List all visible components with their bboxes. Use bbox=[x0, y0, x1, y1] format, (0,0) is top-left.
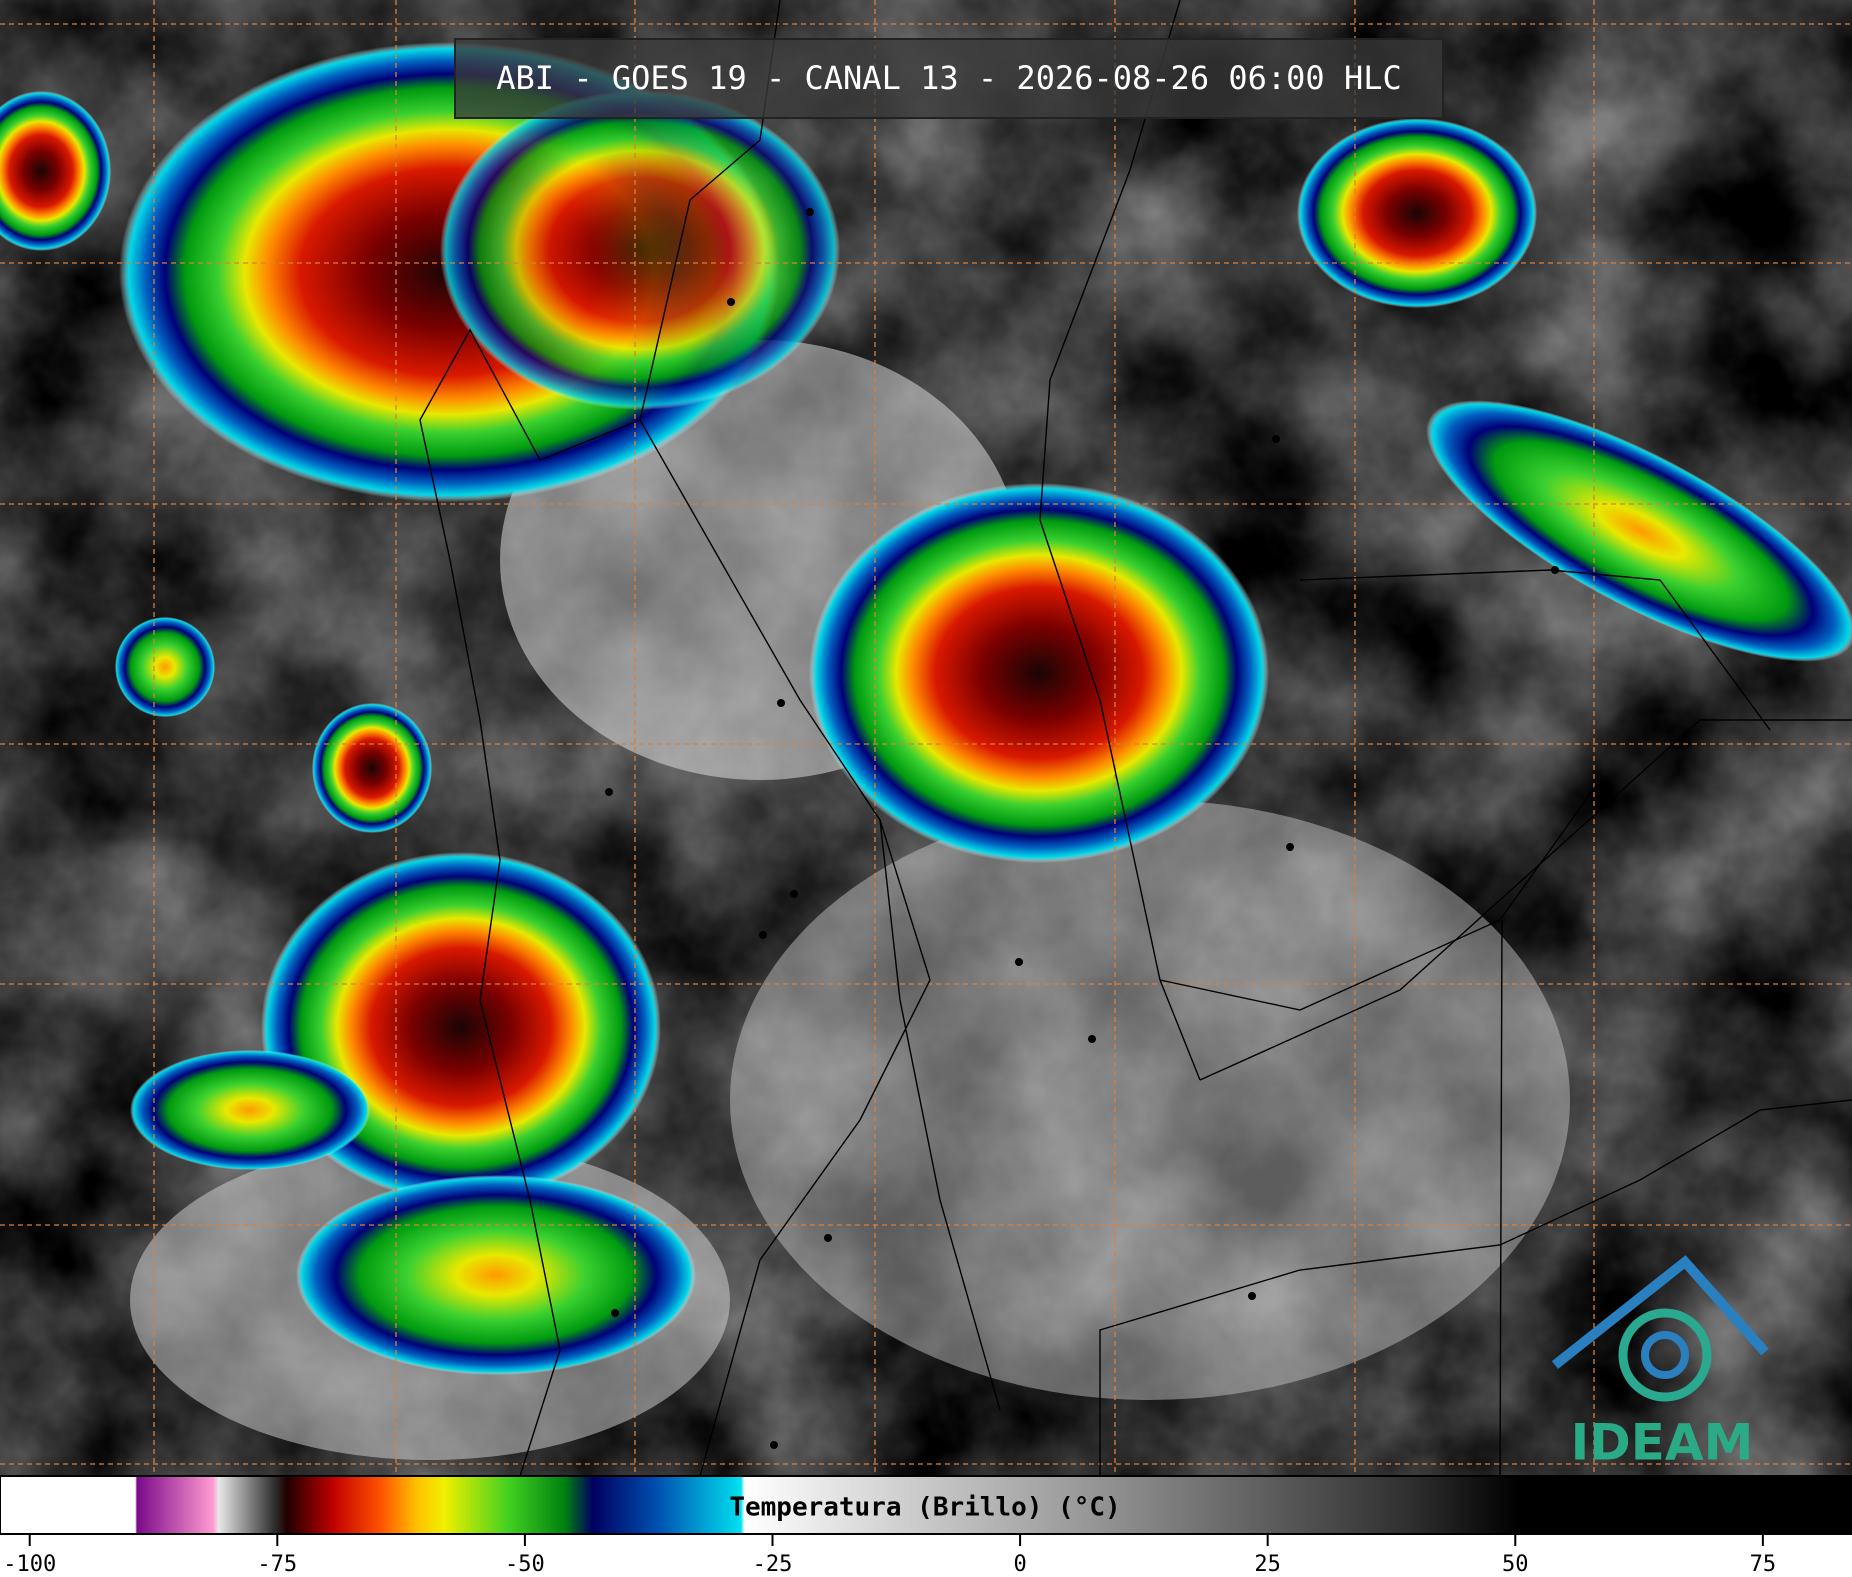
colorbar-tick-label: -100 bbox=[3, 1552, 56, 1577]
borders bbox=[419, 0, 1852, 1477]
colorbar-tick-label: -50 bbox=[505, 1552, 545, 1577]
colorbar-scale bbox=[0, 1475, 1852, 1535]
colorbar-tick-label: 50 bbox=[1502, 1552, 1529, 1577]
graticule bbox=[0, 0, 1852, 1476]
colorbar-label: Temperatura (Brillo) (°C) bbox=[729, 1493, 1120, 1523]
logo: IDEAM bbox=[1551, 1255, 1769, 1472]
title: ABI - GOES 19 - CANAL 13 - 2026-08-26 06… bbox=[496, 59, 1401, 97]
colorbar-tick-label: -25 bbox=[753, 1552, 793, 1577]
colorbar: Temperatura (Brillo) (°C) -100 -75 -50 -25 0… bbox=[0, 1475, 1852, 1577]
cities bbox=[605, 208, 1559, 1449]
satellite-map: ABI - GOES 19 - CANAL 13 - 2026-08-26 06… bbox=[0, 0, 1852, 1477]
colorbar-tick-label: 75 bbox=[1750, 1552, 1777, 1577]
colorbar-tick-label: 0 bbox=[1013, 1552, 1026, 1577]
colorbar-tick-label: -75 bbox=[257, 1552, 297, 1577]
title-box bbox=[454, 38, 1444, 119]
colorbar-tick-label: 25 bbox=[1254, 1552, 1281, 1577]
logo-text: IDEAM bbox=[1571, 1414, 1754, 1472]
